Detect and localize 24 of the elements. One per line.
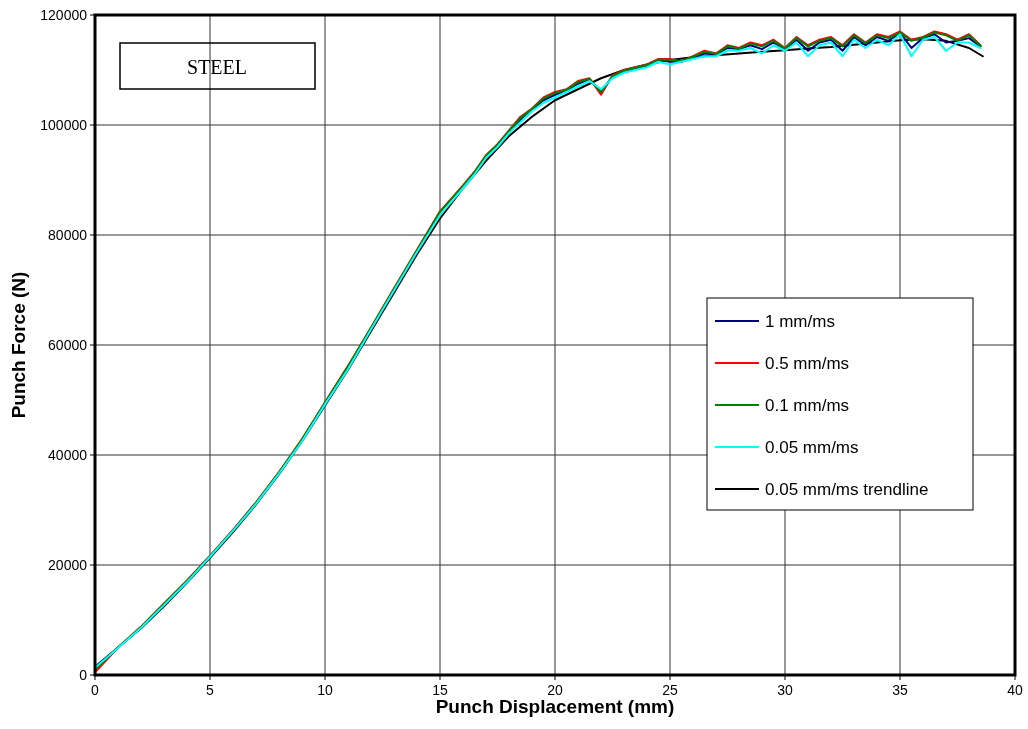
y-axis-title: Punch Force (N)	[8, 271, 29, 419]
x-axis-title: Punch Displacement (mm)	[435, 696, 675, 717]
legend-label: 0.5 mm/ms	[765, 354, 850, 373]
y-tick-label: 0	[79, 667, 88, 683]
y-tick-label: 80000	[48, 227, 88, 243]
x-tick-label: 15	[432, 682, 448, 698]
x-tick-label: 35	[892, 682, 908, 698]
legend-label: 0.05 mm/ms trendline	[765, 480, 929, 499]
x-tick-label: 40	[1007, 682, 1023, 698]
x-tick-label: 20	[547, 682, 563, 698]
x-tick-label: 5	[206, 682, 215, 698]
y-tick-label: 20000	[48, 557, 88, 573]
x-tick-label: 30	[777, 682, 793, 698]
annotation: STEEL	[187, 56, 247, 78]
y-tick-label: 100000	[40, 117, 88, 133]
y-tick-label: 120000	[40, 7, 88, 23]
y-tick-label: 40000	[48, 447, 88, 463]
y-tick-label: 60000	[48, 337, 88, 353]
x-tick-label: 0	[91, 682, 100, 698]
legend-label: 0.05 mm/ms	[765, 438, 859, 457]
x-tick-label: 25	[662, 682, 678, 698]
legend-label: 1 mm/ms	[765, 312, 835, 331]
legend-label: 0.1 mm/ms	[765, 396, 850, 415]
x-tick-label: 10	[317, 682, 333, 698]
